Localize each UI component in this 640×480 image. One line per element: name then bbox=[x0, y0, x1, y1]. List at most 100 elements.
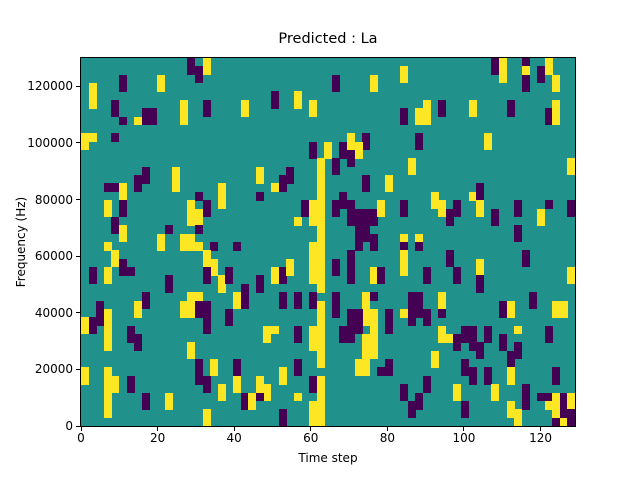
heatmap-cell bbox=[559, 392, 568, 419]
y-tick-label: 100000 bbox=[27, 135, 73, 150]
heatmap-cell bbox=[521, 58, 530, 67]
heatmap-cell bbox=[202, 250, 211, 268]
heatmap-cell bbox=[430, 191, 439, 209]
heatmap-cell bbox=[415, 242, 424, 251]
heatmap-cell bbox=[400, 108, 409, 126]
heatmap-cell bbox=[157, 74, 165, 92]
heatmap-cell bbox=[103, 308, 112, 352]
heatmap-cell bbox=[468, 325, 477, 343]
heatmap-cell bbox=[217, 275, 226, 293]
heatmap-cell bbox=[552, 392, 561, 410]
heatmap-cell bbox=[369, 267, 378, 285]
heatmap-cell bbox=[103, 367, 112, 393]
heatmap-cell bbox=[385, 359, 393, 377]
heatmap-cell bbox=[483, 367, 492, 385]
heatmap-cell bbox=[157, 233, 165, 251]
heatmap-cell bbox=[347, 325, 355, 343]
heatmap-cell bbox=[134, 116, 143, 126]
heatmap-cell bbox=[331, 74, 340, 92]
heatmap-cell bbox=[179, 300, 188, 318]
heatmap-cell bbox=[453, 267, 462, 285]
heatmap-cell bbox=[369, 74, 378, 92]
heatmap-cell bbox=[521, 74, 530, 92]
heatmap-cell bbox=[423, 375, 431, 393]
chart-title: Predicted : La bbox=[278, 31, 378, 47]
heatmap-cell bbox=[438, 292, 447, 310]
heatmap-cell bbox=[415, 133, 424, 151]
heatmap-cell bbox=[278, 267, 287, 285]
heatmap-cell bbox=[195, 292, 203, 301]
heatmap-cell bbox=[347, 200, 355, 226]
heatmap-cell bbox=[172, 166, 181, 193]
heatmap-cell bbox=[438, 200, 447, 218]
heatmap-cell bbox=[240, 283, 249, 310]
heatmap-cell bbox=[362, 208, 371, 226]
heatmap-cell bbox=[195, 191, 203, 201]
heatmap-cell bbox=[354, 141, 363, 159]
heatmap-cell bbox=[369, 350, 378, 360]
heatmap-cell bbox=[468, 99, 477, 117]
heatmap-cell bbox=[514, 200, 523, 218]
heatmap-cell bbox=[514, 342, 523, 360]
heatmap-cell bbox=[514, 409, 523, 426]
heatmap-cell bbox=[278, 292, 287, 310]
heatmap-cell bbox=[103, 200, 112, 218]
heatmap-cell bbox=[164, 275, 173, 293]
heatmap-cell bbox=[195, 66, 203, 84]
x-tick-mark bbox=[157, 427, 159, 431]
heatmap-cell bbox=[499, 300, 507, 318]
y-tick-mark bbox=[76, 199, 80, 201]
heatmap-cell bbox=[544, 200, 553, 209]
heatmap-cell bbox=[552, 367, 561, 385]
heatmap-cell bbox=[119, 225, 127, 243]
heatmap-cell bbox=[202, 200, 211, 218]
heatmap-cell bbox=[217, 183, 226, 201]
x-tick-label: 60 bbox=[303, 431, 319, 445]
heatmap-cell bbox=[271, 267, 279, 285]
heatmap-cell bbox=[362, 292, 371, 327]
heatmap-cell bbox=[126, 325, 135, 343]
heatmap-cell bbox=[468, 191, 477, 201]
heatmap-cell bbox=[293, 392, 302, 402]
heatmap-cell bbox=[400, 250, 409, 276]
heatmap-cell bbox=[111, 133, 120, 143]
heatmap-cell bbox=[240, 99, 249, 117]
heatmap-cell bbox=[202, 375, 211, 393]
heatmap-cell bbox=[210, 359, 219, 377]
heatmap-cell bbox=[263, 325, 272, 343]
heatmap-cell bbox=[537, 66, 545, 84]
heatmap-cell bbox=[354, 208, 363, 235]
heatmap-cell bbox=[453, 334, 462, 352]
heatmap-cell bbox=[400, 200, 409, 218]
y-tick-label: 0 bbox=[65, 419, 73, 433]
heatmap-cell bbox=[164, 392, 173, 410]
heatmap-cell bbox=[347, 150, 355, 168]
heatmap-cell bbox=[119, 183, 127, 201]
y-tick-mark bbox=[76, 425, 80, 427]
heatmap-cell bbox=[141, 108, 150, 126]
x-tick-label: 0 bbox=[77, 431, 85, 445]
heatmap-cell bbox=[461, 400, 469, 419]
heatmap-cell bbox=[316, 158, 325, 176]
heatmap-cell bbox=[202, 317, 211, 335]
heatmap-cell bbox=[309, 292, 317, 310]
heatmap-cell bbox=[537, 208, 545, 226]
heatmap-cell bbox=[255, 275, 264, 293]
heatmap-cell bbox=[255, 166, 264, 184]
heatmap-cell bbox=[369, 233, 378, 251]
heatmap-cell bbox=[362, 175, 371, 193]
heatmap-cell bbox=[339, 325, 348, 343]
heatmap-cell bbox=[119, 200, 127, 218]
heatmap-cells-layer bbox=[81, 58, 575, 426]
heatmap-cell bbox=[377, 200, 386, 218]
heatmap-cell bbox=[438, 99, 447, 117]
heatmap-cell bbox=[461, 359, 469, 377]
heatmap-cell bbox=[529, 292, 538, 310]
heatmap-cell bbox=[293, 359, 302, 377]
heatmap-cell bbox=[354, 359, 363, 377]
x-tick-mark bbox=[80, 427, 82, 431]
heatmap-cell bbox=[81, 317, 89, 335]
heatmap-cell bbox=[544, 58, 553, 76]
heatmap-cell bbox=[476, 275, 485, 293]
heatmap-cell bbox=[134, 175, 143, 193]
